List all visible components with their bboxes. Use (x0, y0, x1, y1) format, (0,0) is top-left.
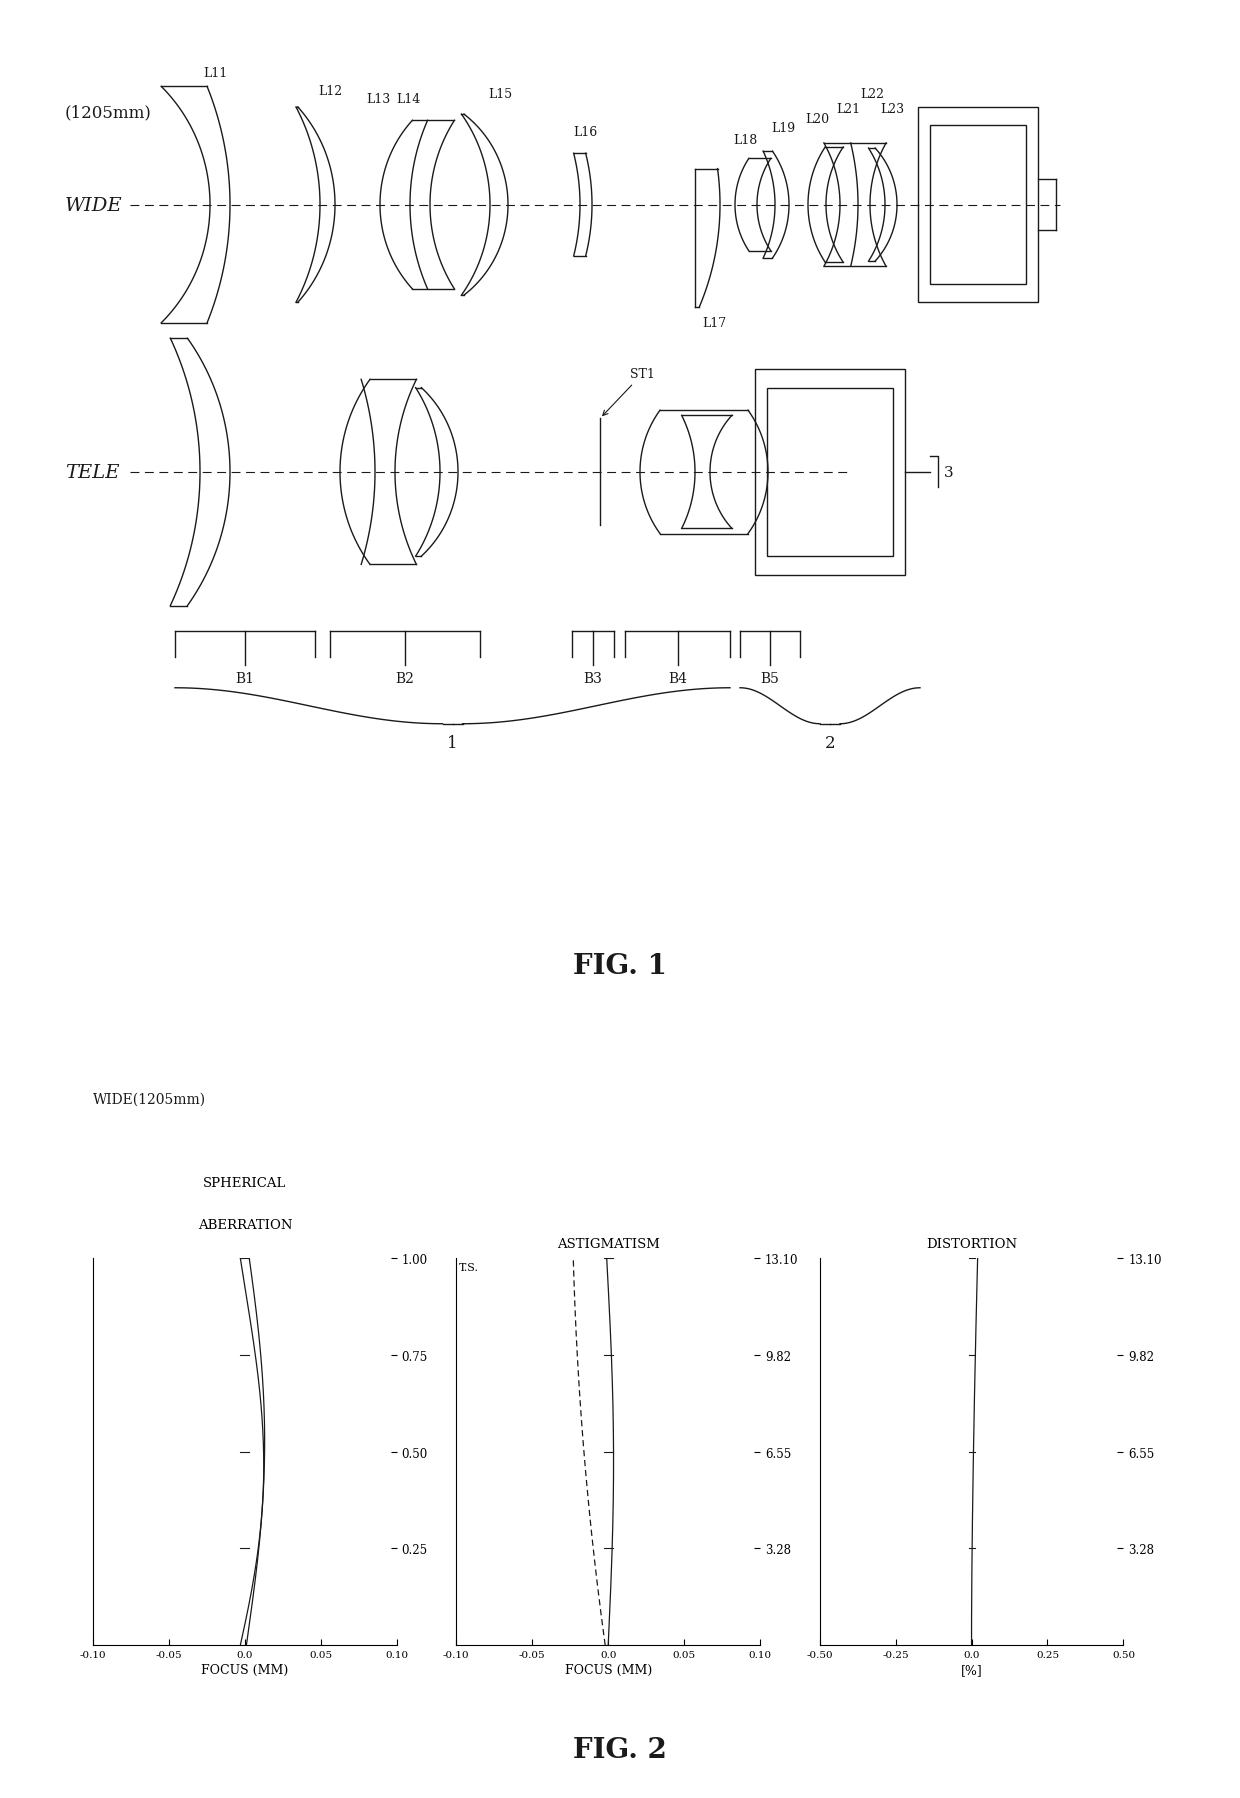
Text: L21: L21 (836, 102, 861, 117)
Text: L16: L16 (573, 126, 598, 138)
Text: 3: 3 (944, 466, 954, 480)
Text: L14: L14 (396, 93, 420, 106)
Text: (1205mm): (1205mm) (64, 104, 151, 122)
Text: L23: L23 (880, 102, 904, 117)
Text: L19: L19 (771, 122, 795, 135)
Text: L17: L17 (702, 316, 727, 329)
Text: FIG. 2: FIG. 2 (573, 1735, 667, 1764)
Title: ASTIGMATISM: ASTIGMATISM (557, 1237, 660, 1250)
Text: B4: B4 (668, 672, 687, 685)
Title: DISTORTION: DISTORTION (926, 1237, 1017, 1250)
Text: FIG. 1: FIG. 1 (573, 953, 667, 980)
Text: SPHERICAL: SPHERICAL (203, 1176, 286, 1188)
Text: 1: 1 (448, 735, 458, 752)
Text: L13: L13 (366, 93, 391, 106)
Text: L12: L12 (317, 85, 342, 97)
Text: B3: B3 (584, 672, 603, 685)
Text: 2: 2 (825, 735, 836, 752)
Text: T.S.: T.S. (459, 1262, 480, 1273)
Text: B5: B5 (760, 672, 780, 685)
Text: ABERRATION: ABERRATION (197, 1219, 293, 1232)
Text: B2: B2 (396, 672, 414, 685)
Text: L15: L15 (487, 88, 512, 101)
Text: L18: L18 (733, 133, 758, 147)
X-axis label: FOCUS (MM): FOCUS (MM) (201, 1663, 289, 1676)
Text: TELE: TELE (64, 464, 119, 482)
Text: WIDE: WIDE (64, 196, 123, 214)
Text: L20: L20 (805, 113, 830, 126)
X-axis label: [%]: [%] (961, 1663, 982, 1676)
Text: B1: B1 (236, 672, 254, 685)
Text: L22: L22 (861, 88, 884, 101)
Text: L11: L11 (203, 67, 227, 81)
Text: WIDE(1205mm): WIDE(1205mm) (93, 1091, 206, 1106)
Text: ST1: ST1 (603, 369, 655, 417)
X-axis label: FOCUS (MM): FOCUS (MM) (564, 1663, 652, 1676)
